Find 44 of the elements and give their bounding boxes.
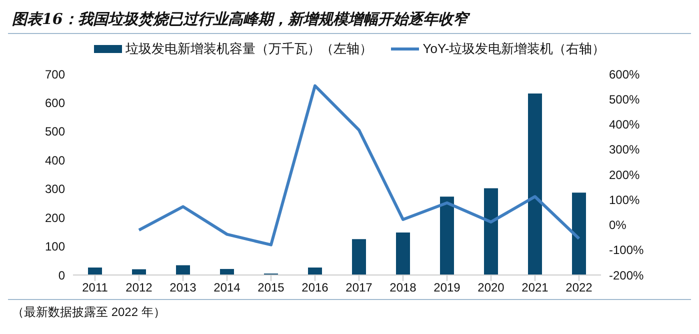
x-tick-label: 2018 bbox=[390, 280, 417, 295]
x-tick-label: 2015 bbox=[258, 280, 285, 295]
y-tick-label: 700 bbox=[44, 67, 66, 82]
line-series bbox=[138, 84, 580, 246]
y2-tick-label: -100% bbox=[609, 243, 644, 258]
x-tick-label: 2014 bbox=[214, 280, 241, 295]
y2-tick-label: -200% bbox=[609, 268, 644, 282]
y-tick-label: 0 bbox=[58, 268, 66, 282]
bar bbox=[528, 94, 542, 275]
bar bbox=[396, 232, 410, 275]
y2-tick-label: 600% bbox=[609, 67, 640, 82]
bar bbox=[220, 268, 234, 275]
bar bbox=[440, 196, 454, 275]
y-tick-label: 400 bbox=[44, 153, 66, 168]
y-tick-label: 500 bbox=[44, 124, 66, 139]
x-tick-label: 2022 bbox=[566, 280, 593, 295]
y-tick-label: 300 bbox=[44, 182, 66, 196]
x-tick-label: 2017 bbox=[346, 280, 373, 295]
y2-tick-label: 200% bbox=[609, 168, 640, 182]
legend-label: 垃圾发电新增装机容量（万千瓦）（左轴） bbox=[126, 40, 373, 58]
x-tick-label: 2019 bbox=[434, 280, 461, 295]
y2-tick-label: 400% bbox=[609, 118, 640, 132]
y2-tick-label: 500% bbox=[609, 92, 640, 106]
x-tick-label: 2012 bbox=[126, 280, 153, 295]
bar bbox=[176, 265, 190, 275]
x-tick-label: 2020 bbox=[478, 280, 505, 295]
bar bbox=[484, 188, 498, 275]
chart-title: 图表16：我国垃圾焚烧已过行业高峰期，新增规模增幅开始逐年收窄 bbox=[8, 8, 691, 34]
y-tick-label: 600 bbox=[44, 96, 66, 110]
legend-label: YoY-垃圾发电新增装机（右轴） bbox=[422, 40, 606, 58]
y-tick-label: 200 bbox=[44, 210, 66, 225]
x-tick-label: 2016 bbox=[302, 280, 329, 295]
x-tick-label: 2011 bbox=[82, 280, 108, 295]
bar bbox=[308, 268, 322, 275]
bar bbox=[88, 268, 102, 275]
bar bbox=[572, 192, 586, 275]
y2-tick-label: 0% bbox=[609, 218, 627, 232]
text: （最新数据披露至 2022 年） bbox=[8, 299, 691, 321]
bar bbox=[352, 239, 366, 275]
y2-tick-label: 300% bbox=[609, 142, 640, 157]
x-tick-label: 2021 bbox=[522, 280, 549, 295]
y2-tick-label: 100% bbox=[609, 192, 640, 207]
x-tick-label: 2013 bbox=[170, 280, 197, 295]
y-tick-label: 100 bbox=[44, 240, 66, 254]
